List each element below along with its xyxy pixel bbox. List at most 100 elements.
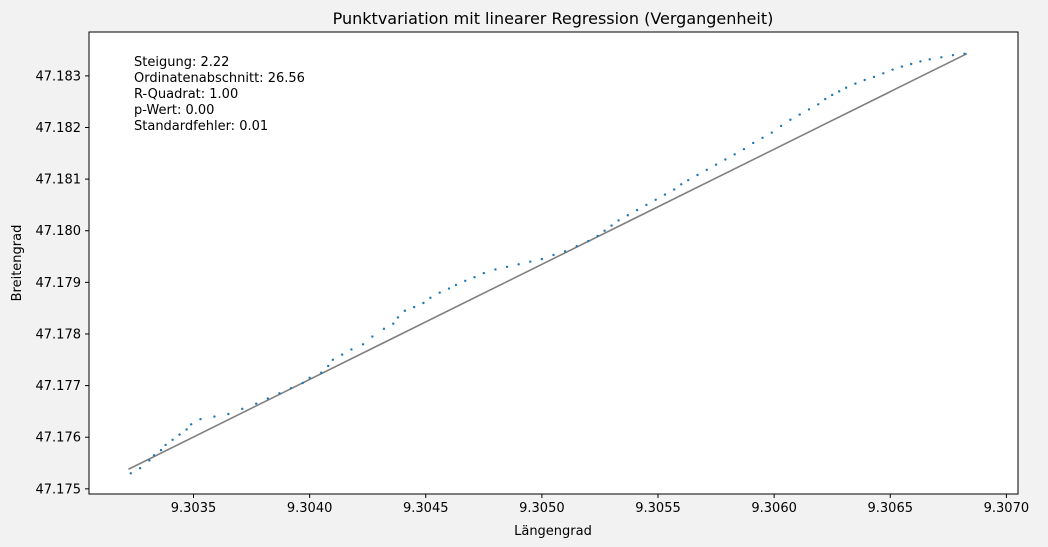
data-point: [199, 417, 202, 421]
data-point: [371, 335, 374, 338]
data-point: [563, 250, 567, 253]
regression-line: [128, 52, 968, 470]
x-tick-label: 9.3050: [519, 501, 565, 516]
stats-p-value: p-Wert: 0.00: [134, 103, 214, 118]
data-point: [891, 68, 894, 71]
data-point: [494, 268, 497, 271]
data-point: [189, 423, 193, 426]
x-tick-label: 9.3035: [171, 501, 217, 516]
data-point: [320, 371, 323, 374]
data-point: [928, 58, 931, 61]
data-point: [872, 75, 876, 79]
data-point: [464, 279, 467, 283]
data-point: [289, 386, 293, 390]
y-tick-label: 47.181: [36, 173, 82, 188]
y-axis-ticks: 47.175 47.176 47.177 47.178 47.179 47.180 47.1…: [36, 69, 89, 497]
data-point: [626, 214, 630, 217]
data-point: [882, 72, 885, 75]
data-point: [919, 60, 922, 63]
data-point: [789, 118, 792, 121]
data-point: [733, 153, 736, 156]
data-point: [635, 208, 639, 212]
plot-frame: [88, 31, 1019, 495]
data-point: [138, 466, 142, 470]
x-tick-label: 9.3065: [868, 501, 914, 516]
data-point: [752, 141, 755, 145]
data-point: [963, 52, 966, 55]
data-point: [844, 86, 848, 89]
data-point: [171, 438, 174, 441]
data-point: [185, 428, 188, 431]
data-point: [517, 263, 520, 266]
data-point: [241, 407, 244, 411]
data-points: [129, 52, 966, 475]
data-point: [654, 198, 657, 201]
data-point: [705, 168, 708, 172]
data-point: [714, 163, 718, 166]
stats-annotation: Steigung: 2.22 Ordinatenabschnitt: 26.56…: [134, 55, 305, 134]
data-point: [308, 376, 311, 380]
data-point: [278, 392, 281, 395]
data-point: [227, 412, 230, 416]
data-point: [178, 433, 181, 436]
data-point: [687, 178, 690, 182]
x-axis-ticks: 9.3035 9.3040 9.3045 9.3050 9.3055 9.3060 9.30…: [171, 494, 1029, 516]
data-point: [596, 234, 599, 238]
data-point: [422, 301, 425, 305]
data-point: [696, 173, 699, 177]
data-point: [152, 454, 156, 457]
data-point: [447, 287, 451, 290]
data-point: [940, 56, 943, 59]
data-point: [454, 283, 458, 287]
data-point: [587, 239, 590, 243]
y-tick-label: 47.179: [36, 276, 82, 291]
regression-layer: [128, 52, 968, 470]
data-point: [837, 90, 841, 93]
data-point: [663, 193, 667, 196]
data-point: [863, 78, 866, 82]
x-axis-label: Längengrad: [514, 524, 592, 539]
y-tick-label: 47.176: [36, 431, 82, 446]
y-tick-label: 47.177: [36, 379, 82, 394]
x-tick-label: 9.3040: [287, 501, 333, 516]
data-point: [255, 402, 258, 405]
data-point: [350, 348, 353, 351]
x-tick-label: 9.3055: [635, 501, 681, 516]
data-point: [266, 397, 270, 400]
data-point: [148, 459, 151, 462]
data-point: [951, 54, 955, 57]
data-point: [575, 245, 578, 248]
data-point: [159, 448, 163, 452]
data-point: [129, 472, 133, 475]
data-point: [909, 62, 913, 66]
chart-title: Punktvariation mit linearer Regression (…: [333, 9, 774, 28]
data-point: [552, 253, 555, 257]
data-point: [403, 309, 407, 312]
data-point: [680, 183, 683, 186]
data-point: [331, 358, 335, 361]
stats-r-squared: R-Quadrat: 1.00: [134, 87, 238, 102]
data-point: [770, 131, 774, 134]
y-tick-label: 47.175: [36, 482, 82, 497]
data-point: [429, 296, 432, 300]
y-axis-label: Breitengrad: [10, 225, 25, 302]
data-point: [361, 343, 365, 346]
stats-intercept: Ordinatenabschnitt: 26.56: [134, 71, 305, 86]
data-point: [610, 224, 613, 227]
data-point: [301, 381, 304, 385]
data-point: [164, 443, 167, 447]
data-point: [617, 219, 620, 222]
data-point: [540, 257, 544, 261]
y-tick-label: 47.178: [36, 327, 82, 342]
data-point: [482, 271, 486, 275]
data-point: [392, 322, 395, 325]
x-tick-label: 9.3070: [984, 501, 1030, 516]
data-point: [473, 275, 476, 279]
data-point: [505, 265, 509, 269]
data-point: [340, 353, 344, 356]
y-tick-label: 47.183: [36, 69, 82, 84]
data-point: [529, 260, 532, 263]
data-point: [817, 103, 820, 106]
data-point: [213, 415, 216, 418]
